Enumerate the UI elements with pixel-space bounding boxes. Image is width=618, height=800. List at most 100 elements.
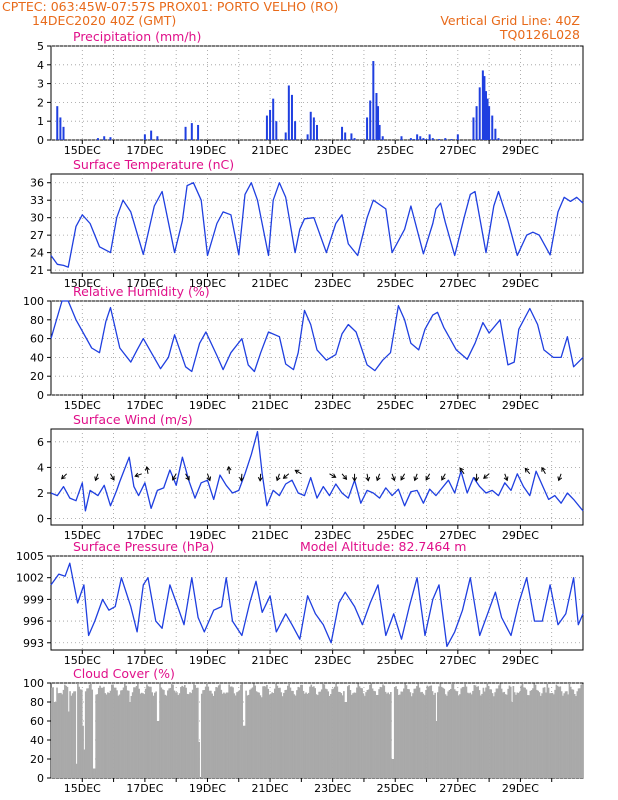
wind-arrow: [459, 467, 465, 475]
cloud-bar: [262, 686, 264, 778]
wind-arrow: [110, 473, 115, 481]
cloud-bar: [191, 689, 194, 778]
wind-arrow-head: [541, 466, 546, 472]
cloud-bar: [305, 692, 307, 778]
cloud-bar: [447, 691, 449, 778]
cloud-bar: [392, 759, 395, 778]
wind-arrow: [295, 469, 302, 475]
x-tick-label-wind: 27DEC: [439, 529, 476, 542]
cloud-bar: [464, 684, 466, 778]
cloud-bar: [109, 690, 112, 778]
wind-arrow: [185, 473, 190, 481]
cloud-bar: [541, 693, 543, 778]
cloud-bar: [319, 691, 322, 778]
cloud-bar: [525, 689, 528, 778]
cloud-bar: [478, 690, 481, 778]
wind-arrow-head: [226, 465, 232, 471]
panel-title-precip: Precipitation (mm/h): [73, 29, 201, 44]
precip-bar: [275, 121, 278, 140]
cloud-bar: [520, 685, 523, 778]
cloud-bar: [137, 684, 139, 778]
cloud-bar: [345, 702, 348, 778]
cloud-bar: [54, 702, 57, 778]
cloud-bar: [161, 689, 164, 778]
cloud-bar: [443, 688, 446, 778]
y-tick-label-precip: 0: [37, 134, 44, 147]
cloud-bar: [575, 696, 577, 778]
wind-arrow-head: [172, 475, 177, 481]
cloud-bar: [154, 692, 156, 778]
cloud-bar: [77, 683, 79, 778]
cloud-bar: [346, 686, 349, 778]
cloud-bar: [416, 686, 418, 778]
cloud-bar: [335, 683, 337, 778]
y-tick-label-wind: 2: [37, 487, 44, 500]
cloud-bar: [189, 692, 191, 778]
cloud-bar: [83, 749, 86, 778]
cloud-bar: [536, 689, 538, 778]
cloud-bar: [344, 702, 346, 778]
wind-arrow: [558, 473, 562, 481]
cloud-bar: [383, 685, 386, 778]
cloud-bar: [53, 702, 56, 778]
cloud-bar: [65, 685, 67, 778]
wind-arrow-head: [257, 476, 263, 482]
x-tick-label-press: 15DEC: [64, 654, 101, 667]
x-tick-label-wind: 15DEC: [64, 529, 101, 542]
y-tick-label-rh: 60: [30, 333, 44, 346]
cloud-bar: [120, 690, 122, 778]
cloud-bar: [232, 687, 234, 778]
cloud-bar: [66, 686, 69, 778]
wind-arrow: [441, 473, 446, 481]
cloud-bar: [472, 690, 474, 778]
precip-bar: [284, 132, 287, 140]
cloud-bar: [469, 692, 472, 778]
cloud-bar: [352, 693, 354, 778]
x-tick-label-cloud: 17DEC: [126, 782, 163, 795]
wind-arrow: [425, 473, 431, 481]
cloud-bar: [276, 685, 279, 778]
y-tick-label-temp: 24: [30, 247, 44, 260]
cloud-bar: [371, 688, 374, 778]
cloud-bar: [174, 692, 177, 778]
cloud-bar: [442, 687, 444, 778]
precip-bar: [400, 136, 403, 140]
cloud-bar: [547, 687, 550, 778]
precip-bar: [472, 117, 475, 140]
x-tick-label-press: 23DEC: [314, 654, 351, 667]
cloud-bar: [121, 690, 124, 778]
cloud-bar: [58, 693, 61, 778]
y-tick-label-wind: 0: [37, 513, 44, 526]
cloud-bar: [280, 692, 283, 778]
header-grid-line: Vertical Grid Line: 40Z: [440, 13, 580, 28]
x-tick-label-precip: 19DEC: [189, 144, 226, 157]
cloud-bar: [500, 688, 503, 778]
cloud-bar: [260, 697, 263, 778]
x-tick-label-precip: 15DEC: [64, 144, 101, 157]
x-tick-label-precip: 29DEC: [502, 144, 539, 157]
precip-bar: [350, 133, 353, 140]
cloud-bar: [213, 691, 216, 778]
precip-bar: [272, 98, 275, 140]
cloud-bar: [567, 694, 569, 778]
y-tick-label-precip: 5: [37, 40, 44, 53]
x-tick-label-wind: 29DEC: [502, 529, 539, 542]
cloud-bar: [283, 692, 285, 778]
cloud-bar: [143, 694, 146, 778]
cloud-bar: [429, 685, 431, 778]
cloud-bar: [409, 692, 412, 778]
x-tick-label-precip: 21DEC: [252, 144, 289, 157]
precip-bar: [486, 98, 489, 140]
cloud-bar: [301, 684, 303, 778]
cloud-bar: [444, 694, 447, 778]
x-tick-label-cloud: 21DEC: [252, 782, 289, 795]
x-tick-label-precip: 25DEC: [377, 144, 414, 157]
wind-arrow-head: [134, 472, 140, 478]
cloud-bar: [152, 695, 155, 778]
cloud-bar: [317, 695, 319, 778]
y-tick-label-press: 996: [23, 615, 44, 628]
cloud-bar: [494, 692, 496, 778]
cloud-bar: [70, 695, 73, 778]
cloud-bar: [160, 687, 163, 778]
precip-bar: [425, 139, 428, 140]
